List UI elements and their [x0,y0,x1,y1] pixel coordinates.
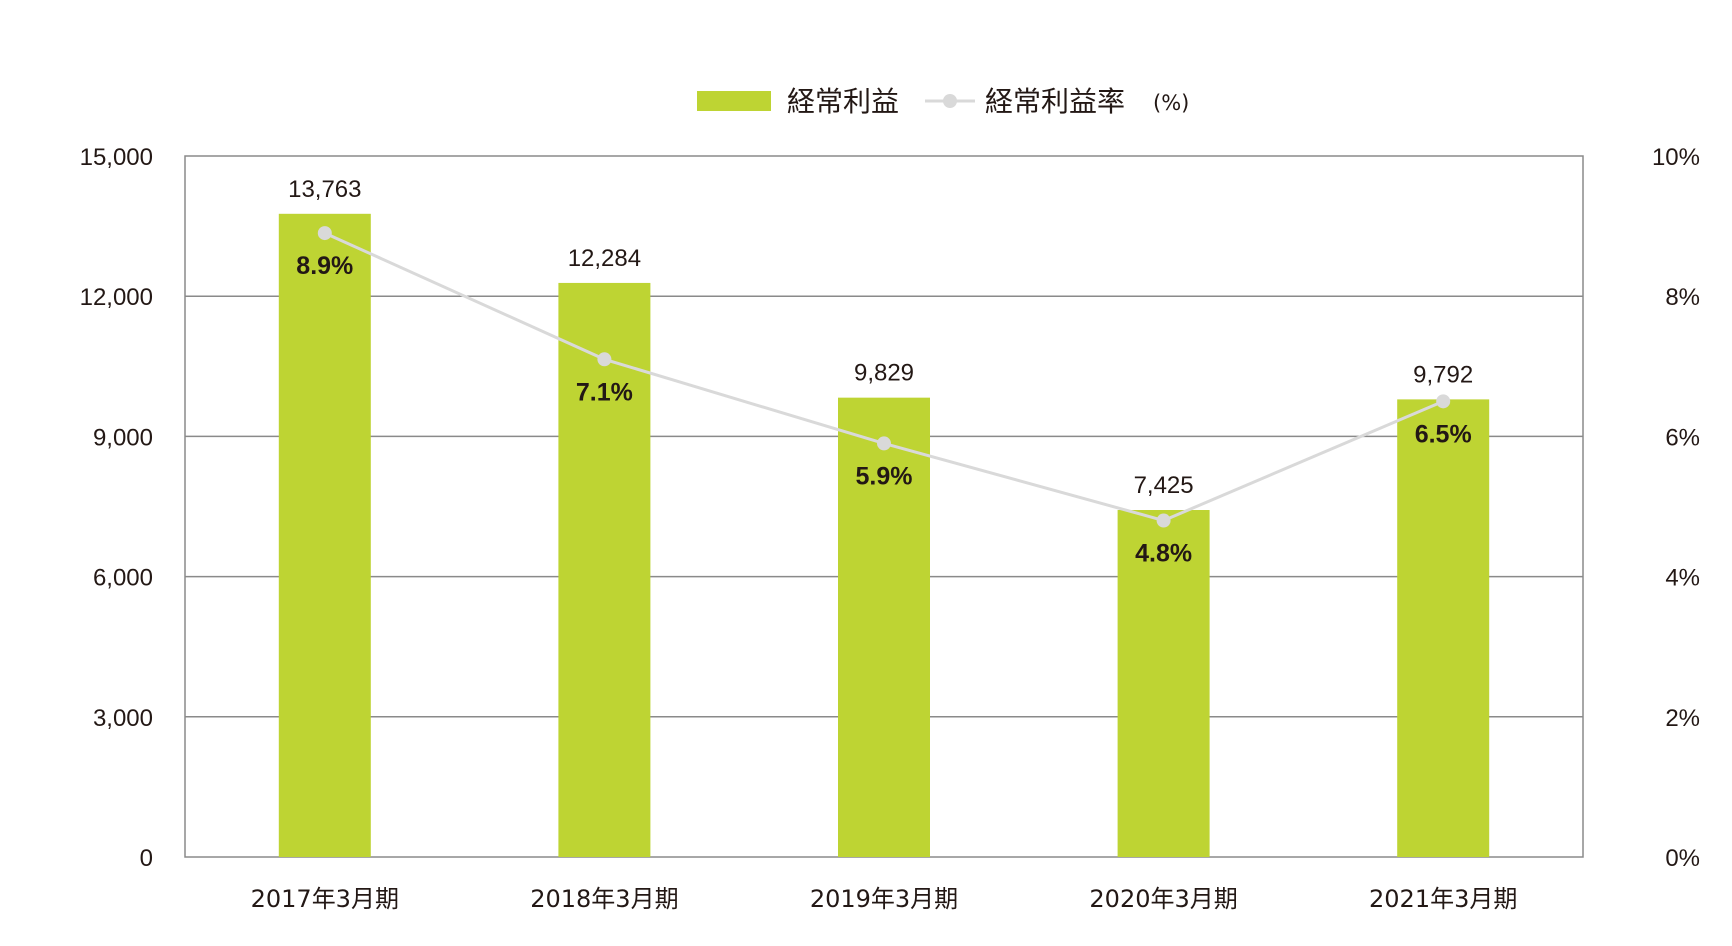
x-category-label: 2021年3月期 [1369,885,1517,913]
bar-2021年3月期 [1397,399,1490,857]
legend-label-line: 経常利益率 [985,85,1125,118]
y-right-tick-label: 6% [1665,424,1700,451]
y-left-tick-label: 6,000 [93,565,153,592]
margin-rate-point [317,226,332,241]
margin-rate-label: 5.9% [856,462,913,490]
x-category-label: 2019年3月期 [810,885,958,913]
y-left-tick-label: 3,000 [93,705,153,732]
y-right-tick-label: 4% [1665,565,1700,592]
bar-value-label: 9,829 [854,360,914,387]
margin-rate-label: 8.9% [296,252,353,280]
bar-2020年3月期 [1117,510,1210,857]
x-category-label: 2020年3月期 [1089,885,1237,913]
bar-2018年3月期 [558,282,651,857]
bar-value-label: 13,763 [288,176,361,203]
margin-rate-point [597,352,612,367]
margin-rate-point [1436,394,1451,409]
bar-value-label: 12,284 [568,245,641,272]
margin-rate-point [1156,513,1171,528]
bar-value-label: 9,792 [1413,361,1473,388]
y-right-tick-label: 8% [1665,284,1700,311]
margin-rate-point [877,436,891,451]
y-left-tick-label: 12,000 [80,284,153,311]
y-right-tick-label: 10% [1652,144,1700,171]
y-left-tick-label: 15,000 [80,144,153,171]
bar-2019年3月期 [838,397,930,857]
bar-2017年3月期 [278,213,371,857]
bar-value-label: 7,425 [1134,472,1194,499]
margin-rate-label: 4.8% [1135,540,1192,568]
legend-label-bar: 経常利益 [787,85,899,118]
margin-rate-label: 7.1% [576,378,633,406]
y-left-tick-label: 0 [140,845,153,872]
y-right-tick-label: 0% [1665,845,1700,872]
x-category-label: 2018年3月期 [530,885,678,913]
x-category-label: 2017年3月期 [251,885,399,913]
y-right-tick-label: 2% [1665,705,1700,732]
legend-swatch-point [943,94,957,108]
legend-swatch-bar [697,91,771,111]
margin-rate-label: 6.5% [1415,420,1472,448]
y-left-tick-label: 9,000 [93,424,153,451]
legend-unit-line: (%) [1153,91,1189,115]
